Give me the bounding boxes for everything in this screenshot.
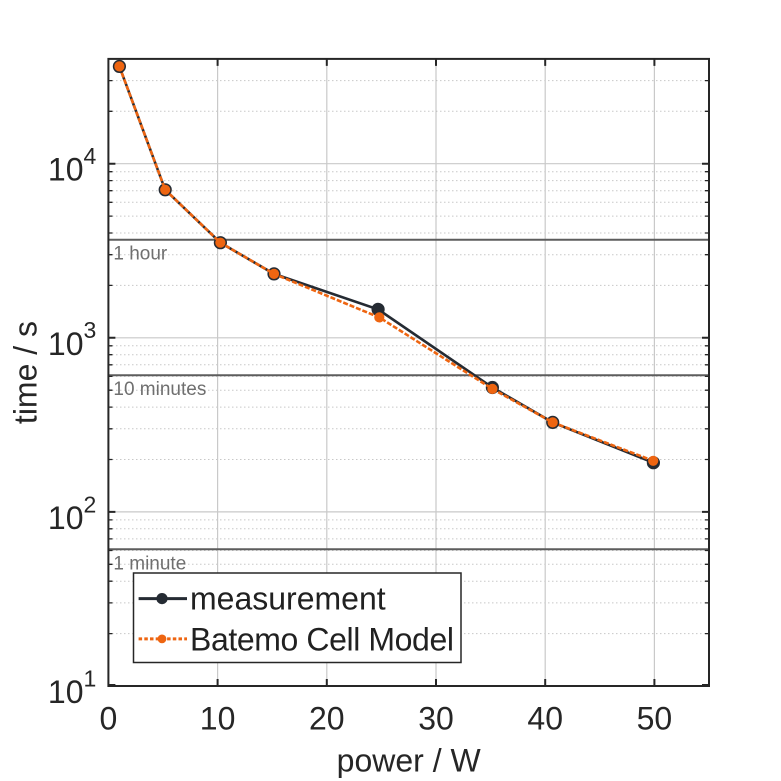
svg-text:measurement: measurement [190, 581, 386, 617]
svg-text:10: 10 [48, 152, 84, 188]
svg-text:Batemo Cell Model: Batemo Cell Model [190, 622, 454, 658]
svg-text:20: 20 [309, 700, 345, 736]
svg-text:40: 40 [527, 700, 563, 736]
svg-text:10 minutes: 10 minutes [113, 379, 206, 400]
svg-text:30: 30 [418, 700, 454, 736]
svg-text:time / s: time / s [8, 321, 44, 424]
svg-text:10: 10 [48, 326, 84, 362]
svg-text:50: 50 [637, 700, 673, 736]
svg-text:2: 2 [84, 491, 97, 517]
svg-text:10: 10 [48, 500, 84, 536]
svg-text:10: 10 [48, 674, 84, 710]
svg-text:0: 0 [100, 700, 118, 736]
svg-text:1: 1 [84, 665, 97, 691]
svg-text:10: 10 [200, 700, 236, 736]
svg-text:4: 4 [84, 143, 97, 169]
svg-text:1 minute: 1 minute [113, 554, 186, 575]
svg-text:1 hour: 1 hour [113, 244, 168, 265]
svg-text:power / W: power / W [337, 742, 482, 778]
svg-text:3: 3 [84, 317, 97, 343]
